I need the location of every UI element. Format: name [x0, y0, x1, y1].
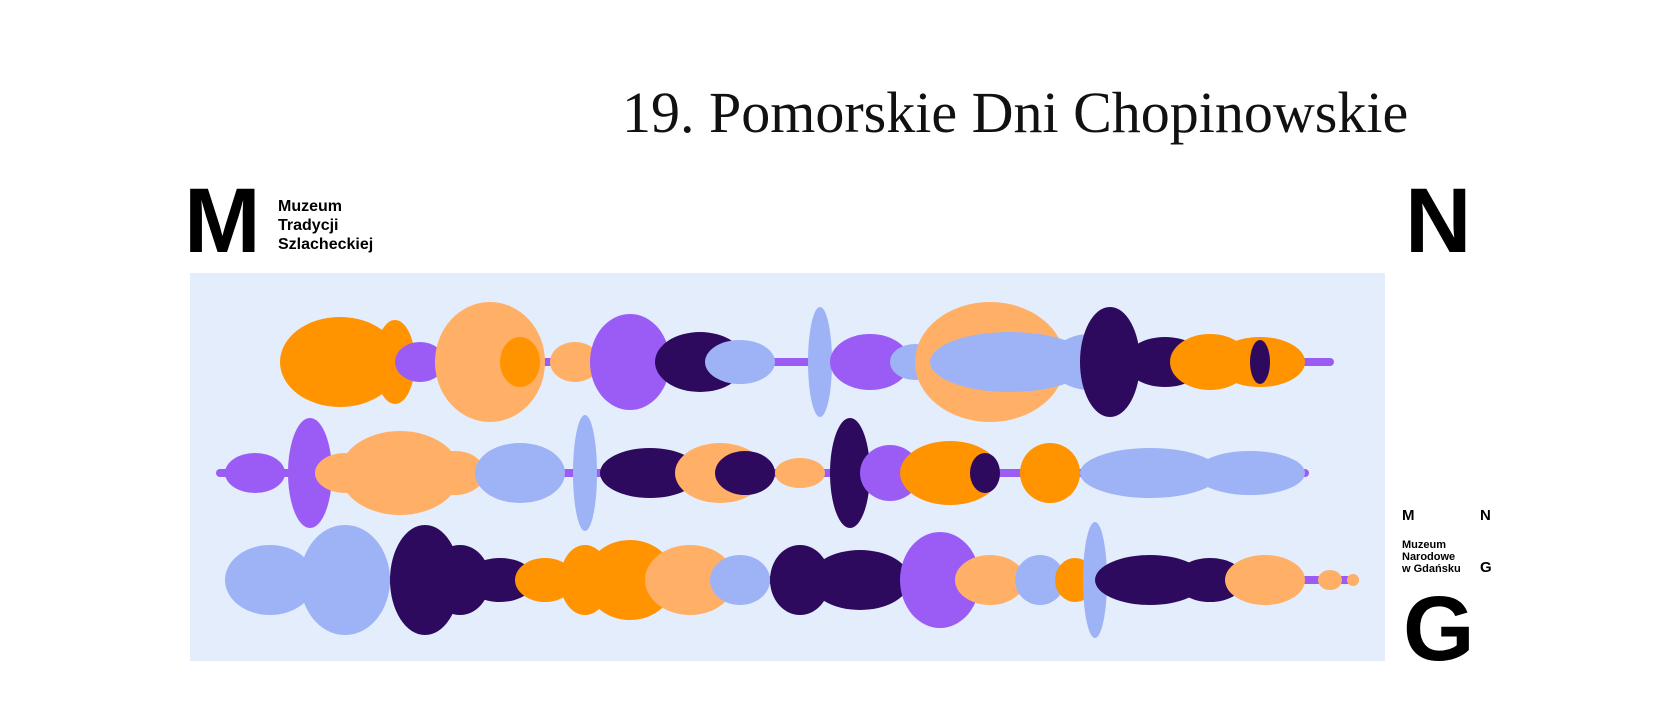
- wave-blob: [340, 431, 460, 515]
- wave-blob: [225, 545, 315, 615]
- wave-blob: [1095, 555, 1205, 605]
- wave-blob: [550, 342, 600, 382]
- wave-blob: [715, 451, 775, 495]
- wave-blob: [573, 415, 597, 531]
- wave-blob: [1175, 558, 1245, 602]
- logo-left-line: Szlacheckiej: [278, 236, 373, 253]
- wave-blob: [1347, 574, 1359, 586]
- title: 19. Pomorskie Dni Chopinowskie: [622, 80, 1408, 145]
- wave-blob: [500, 337, 540, 387]
- wave-blob: [775, 458, 825, 488]
- wave-blob: [280, 317, 400, 407]
- wave-blob: [808, 307, 832, 417]
- wave-blob: [710, 555, 770, 605]
- wave-blob: [1318, 570, 1342, 590]
- wave-blob: [465, 558, 535, 602]
- logo-right-line: w Gdańsku: [1401, 563, 1461, 575]
- logo-right-letter: G: [1403, 578, 1475, 680]
- wave-blob: [810, 550, 910, 610]
- wave-blob: [435, 302, 545, 422]
- logo-right-small: M: [1402, 507, 1415, 524]
- wave-blob: [1015, 555, 1065, 605]
- logo-left-line: Muzeum: [278, 198, 342, 215]
- wave-blob: [970, 453, 1000, 493]
- wave-blob: [430, 545, 490, 615]
- wave-blob: [1225, 555, 1305, 605]
- wave-blob: [590, 314, 670, 410]
- wave-blob: [225, 453, 285, 493]
- wave-blob: [930, 332, 1090, 392]
- wave-blob: [1195, 451, 1305, 495]
- wave-blob: [645, 545, 735, 615]
- wave-blob: [900, 441, 1000, 505]
- wave-blob: [860, 445, 920, 501]
- logo-right-small: G: [1480, 559, 1492, 576]
- wave-blob: [1080, 307, 1140, 417]
- wave-blob: [830, 334, 910, 390]
- wave-blob: [585, 540, 675, 620]
- wave-blob: [600, 448, 700, 498]
- wave-blob: [300, 525, 390, 635]
- logo-right-small: N: [1480, 507, 1491, 524]
- wave-blob: [900, 532, 980, 628]
- wave-blob: [515, 558, 575, 602]
- wave-blob: [955, 555, 1025, 605]
- logo-right-line: Narodowe: [1402, 551, 1455, 563]
- waves: [216, 302, 1359, 638]
- wave-blob: [1080, 448, 1220, 498]
- wave-blob: [770, 545, 830, 615]
- logo-left-line: Tradycji: [278, 217, 338, 234]
- wave-blob: [1250, 340, 1270, 384]
- logo-right-line: Muzeum: [1402, 539, 1446, 551]
- wave-blob: [830, 418, 870, 528]
- wave-blob: [475, 443, 565, 503]
- logo-left-letter: M: [184, 170, 261, 272]
- wave-blob: [425, 451, 485, 495]
- wave-blob: [395, 342, 445, 382]
- logo-right-letter: N: [1405, 170, 1471, 272]
- wave-blob: [705, 340, 775, 384]
- wave-blob: [1020, 443, 1080, 503]
- wave-blob: [288, 418, 332, 528]
